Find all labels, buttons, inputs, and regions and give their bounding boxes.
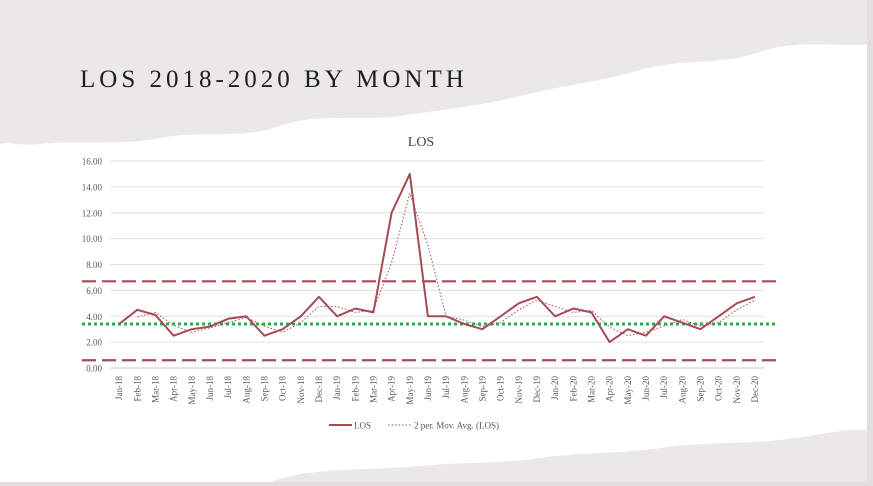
slide-title: LOS 2018-2020 BY MONTH bbox=[80, 66, 468, 93]
torn-paper-top bbox=[0, 0, 873, 145]
legend-label-moving-average: 2 per. Mov. Avg. (LOS) bbox=[414, 421, 499, 431]
x-tick-label: Oct-20 bbox=[714, 376, 724, 401]
x-tick-label: Sep-18 bbox=[259, 376, 269, 402]
x-tick-label: May-20 bbox=[623, 376, 633, 405]
y-tick-label: 0.00 bbox=[86, 364, 102, 374]
x-tick-label: Feb-18 bbox=[132, 376, 142, 402]
y-tick-label: 16.00 bbox=[82, 157, 103, 167]
x-tick-label: Aug-19 bbox=[459, 376, 469, 404]
y-tick-label: 12.00 bbox=[82, 208, 103, 218]
y-tick-label: 4.00 bbox=[86, 312, 102, 322]
x-tick-label: Nov-19 bbox=[514, 376, 524, 404]
x-tick-label: Dec-20 bbox=[750, 376, 760, 403]
chart-title: LOS bbox=[408, 135, 434, 150]
x-tick-label: Jun-19 bbox=[423, 376, 433, 401]
x-tick-label: Jun-20 bbox=[641, 376, 651, 401]
x-tick-label: Dec-18 bbox=[314, 376, 324, 403]
x-tick-label: Jan-20 bbox=[550, 376, 560, 400]
x-tick-label: May-18 bbox=[187, 376, 197, 405]
chart-legend: LOS 2 per. Mov. Avg. (LOS) bbox=[329, 421, 499, 431]
torn-paper-bottom bbox=[260, 429, 873, 486]
x-tick-label: Oct-18 bbox=[278, 376, 288, 401]
chart-series bbox=[118, 172, 756, 344]
x-tick-label: Sep-20 bbox=[695, 376, 705, 402]
x-tick-label: Feb-19 bbox=[350, 376, 360, 402]
series-line bbox=[118, 172, 756, 344]
legend-label-los: LOS bbox=[354, 421, 371, 431]
x-tick-label: Oct-19 bbox=[496, 376, 506, 401]
x-tick-label: Mar-18 bbox=[150, 376, 160, 403]
x-tick-label: Mar-19 bbox=[368, 376, 378, 403]
x-tick-label: Sep-19 bbox=[477, 376, 487, 402]
chart-gridlines bbox=[110, 160, 764, 369]
y-tick-label: 10.00 bbox=[82, 234, 103, 244]
x-tick-label: Nov-18 bbox=[296, 376, 306, 404]
y-tick-label: 2.00 bbox=[86, 338, 102, 348]
x-tick-label: Jul-18 bbox=[223, 376, 233, 399]
x-tick-label: Mar-20 bbox=[586, 376, 596, 403]
x-tick-label: Dec-19 bbox=[532, 376, 542, 403]
y-tick-label: 14.00 bbox=[82, 182, 103, 192]
x-tick-label: Aug-18 bbox=[241, 376, 251, 404]
x-axis-tick-labels: Jan-18 Feb-18 Mar-18 Apr-18 May-18 Jun-18 Jul-… bbox=[114, 376, 760, 405]
y-axis-tick-labels: 0.00 2.00 4.00 6.00 8.00 10.00 12.00 14.00 16.00 bbox=[82, 157, 103, 374]
x-tick-label: Jul-20 bbox=[659, 376, 669, 399]
x-tick-label: Jul-19 bbox=[441, 376, 451, 399]
x-tick-label: Apr-20 bbox=[605, 376, 615, 402]
x-tick-label: Jan-19 bbox=[332, 376, 342, 400]
x-tick-label: Apr-19 bbox=[387, 376, 397, 402]
y-tick-label: 6.00 bbox=[86, 286, 102, 296]
x-tick-label: May-19 bbox=[405, 376, 415, 405]
x-tick-label: Feb-20 bbox=[568, 376, 578, 402]
y-tick-label: 8.00 bbox=[86, 260, 102, 270]
x-tick-label: Jan-18 bbox=[114, 376, 124, 400]
reference-lines bbox=[82, 280, 778, 362]
x-tick-label: Nov-20 bbox=[732, 376, 742, 404]
x-tick-label: Jun-18 bbox=[205, 376, 215, 401]
x-tick-label: Aug-20 bbox=[677, 376, 687, 404]
x-tick-label: Apr-18 bbox=[169, 376, 179, 402]
